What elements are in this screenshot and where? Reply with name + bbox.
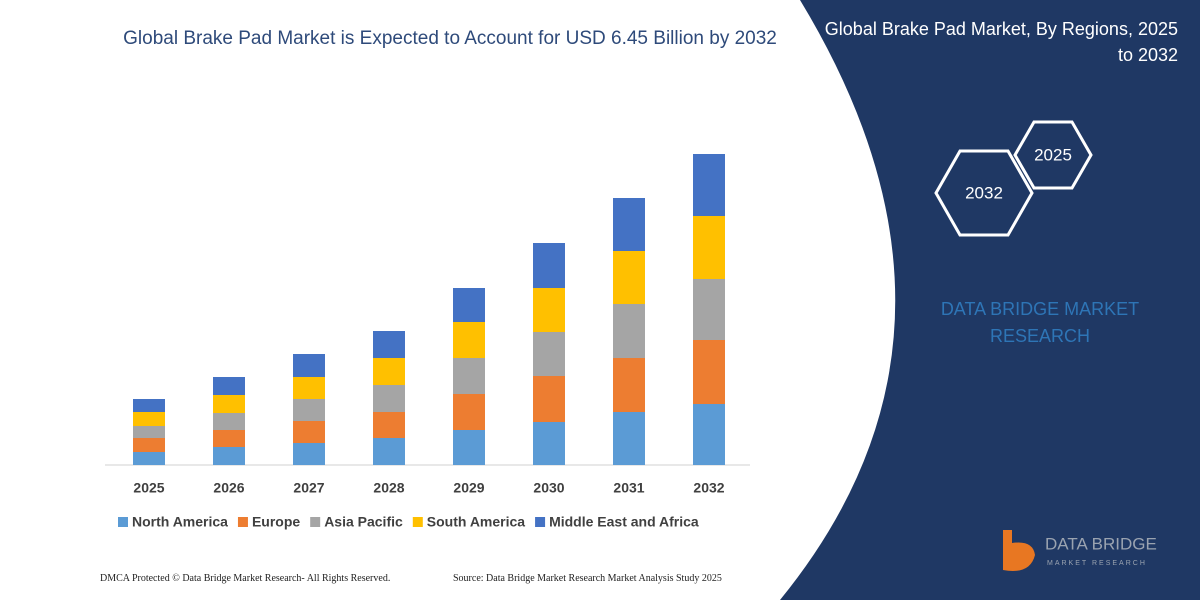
legend-label: South America <box>427 514 525 530</box>
x-tick-label: 2027 <box>293 480 324 496</box>
panel-title: Global Brake Pad Market, By Regions, 202… <box>824 19 1178 65</box>
bar-segment <box>213 395 245 413</box>
legend-swatch <box>237 517 248 527</box>
hexagon <box>934 149 1034 237</box>
bar-segment <box>613 358 645 412</box>
bar-segment <box>613 251 645 304</box>
side-panel <box>780 0 1200 600</box>
bar-segment <box>533 376 565 422</box>
legend-swatch <box>535 517 546 527</box>
bar-segment <box>133 452 165 465</box>
legend-label: Asia Pacific <box>324 514 403 530</box>
bar-segment <box>133 399 165 412</box>
bar-segment <box>213 430 245 447</box>
bar-segment <box>613 198 645 251</box>
bar-segment <box>293 421 325 443</box>
bar-segment <box>293 399 325 421</box>
logo-tagline: MARKET RESEARCH <box>1047 560 1147 567</box>
bar-segment <box>133 438 165 452</box>
bar-segment <box>693 340 725 404</box>
bar-segment <box>693 154 725 216</box>
bar-segment <box>533 243 565 288</box>
hexagon <box>1013 120 1093 190</box>
hexagon-label: 2032 <box>965 183 1003 202</box>
x-tick-label: 2028 <box>373 480 404 496</box>
legend-swatch <box>310 517 321 527</box>
legend-swatch <box>412 517 423 527</box>
bar-segment <box>133 426 165 438</box>
bar-segment <box>373 385 405 412</box>
bar-segment <box>453 430 485 465</box>
bar-segment <box>133 412 165 426</box>
bar-segment <box>213 413 245 430</box>
bar-segment <box>293 443 325 465</box>
bar-segment <box>693 216 725 279</box>
legend-swatch <box>118 517 128 527</box>
bar-segment <box>373 358 405 385</box>
bar-segment <box>453 358 485 394</box>
bar-segment <box>213 447 245 465</box>
logo-icon <box>1003 530 1035 571</box>
hexagon-label: 2025 <box>1034 145 1072 164</box>
footer-left: DMCA Protected © Data Bridge Market Rese… <box>100 573 391 584</box>
bar-segment <box>293 354 325 377</box>
chart-title: Global Brake Pad Market is Expected to A… <box>123 28 777 49</box>
bar-segment <box>533 288 565 332</box>
x-tick-label: 2025 <box>133 480 164 496</box>
bar-segment <box>533 332 565 376</box>
bar-segment <box>613 412 645 465</box>
bar-segment <box>613 304 645 358</box>
bar-segment <box>693 279 725 340</box>
bar-segment <box>453 394 485 430</box>
x-tick-label: 2032 <box>693 480 724 496</box>
bar-segment <box>693 404 725 465</box>
footer-right: Source: Data Bridge Market Research Mark… <box>453 573 722 584</box>
legend-label: North America <box>132 514 228 530</box>
bar-segment <box>453 288 485 322</box>
x-tick-label: 2026 <box>213 480 244 496</box>
logo-name: DATA BRIDGE <box>1045 534 1157 553</box>
bar-segment <box>373 331 405 358</box>
bar-segment <box>533 422 565 465</box>
bar-segment <box>293 377 325 399</box>
legend-label: Middle East and Africa <box>549 514 699 530</box>
x-tick-label: 2030 <box>533 480 564 496</box>
x-tick-label: 2031 <box>613 480 644 496</box>
brand-text: DATA BRIDGE MARKET RESEARCH <box>940 299 1140 346</box>
legend-label: Europe <box>252 514 300 530</box>
bar-segment <box>373 438 405 465</box>
bar-segment <box>213 377 245 395</box>
bar-segment <box>373 412 405 438</box>
x-tick-label: 2029 <box>453 480 484 496</box>
bar-segment <box>453 322 485 358</box>
